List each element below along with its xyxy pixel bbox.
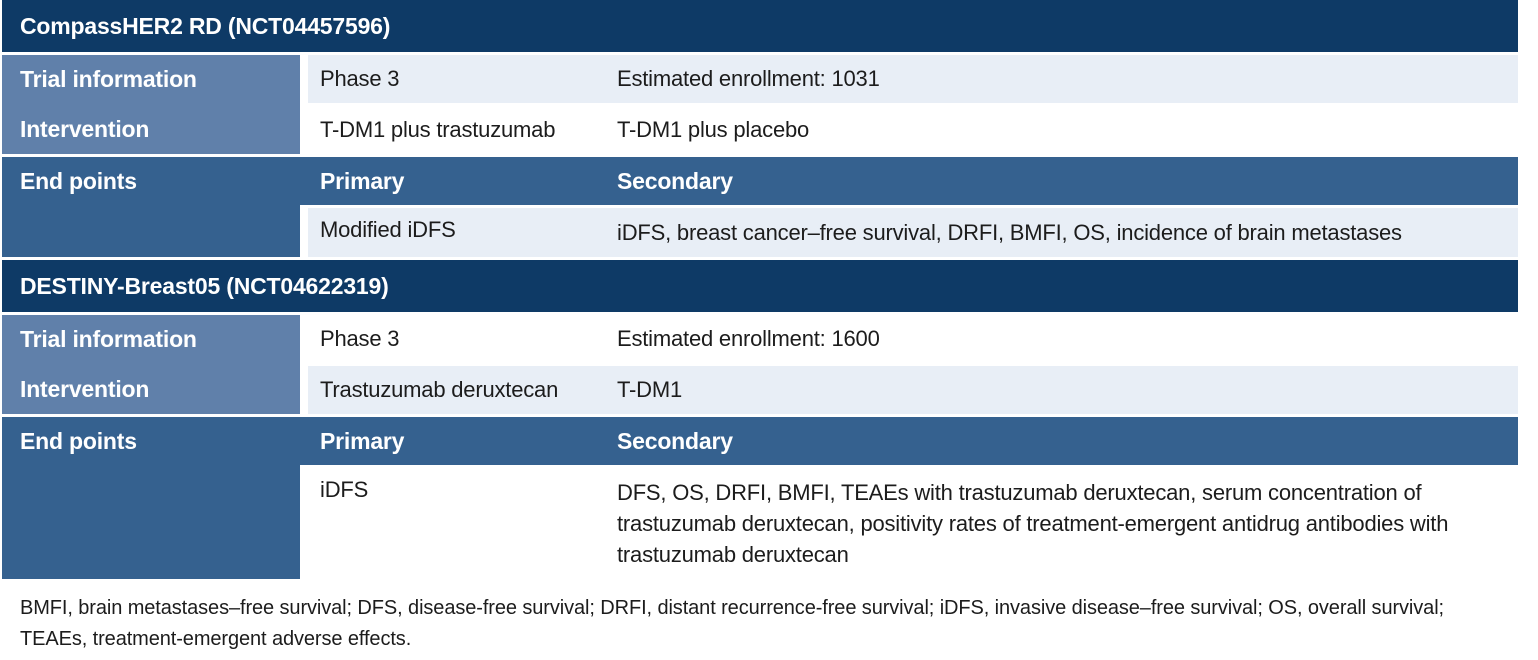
primary-endpoint-cell: iDFS xyxy=(320,477,369,502)
secondary-header: Secondary xyxy=(617,427,733,454)
intervention-arm1-cell: T-DM1 plus trastuzumab xyxy=(320,117,556,142)
endpoints-data-row: iDFS DFS, OS, DRFI, BMFI, TEAEs with tra… xyxy=(308,468,1518,579)
endpoints-body: iDFS DFS, OS, DRFI, BMFI, TEAEs with tra… xyxy=(300,465,1518,579)
clinical-trials-table: CompassHER2 RD (NCT04457596) Trial infor… xyxy=(2,0,1518,579)
endpoints-data-row: Modified iDFS iDFS, breast cancer–free s… xyxy=(308,208,1518,257)
phase-cell: Phase 3 xyxy=(320,66,400,91)
content-column: Phase 3 Estimated enrollment: 1600 Trast… xyxy=(308,315,1518,414)
secondary-endpoint-cell: iDFS, breast cancer–free survival, DRFI,… xyxy=(617,220,1402,245)
intervention-arm1-cell: Trastuzumab deruxtecan xyxy=(320,377,559,402)
endpoints-header-row: End points Primary Secondary xyxy=(2,417,1518,465)
trial-info-group: Trial information Intervention Phase 3 E… xyxy=(2,55,1518,154)
content-column: Phase 3 Estimated enrollment: 1031 T-DM1… xyxy=(308,55,1518,154)
enrollment-cell: Estimated enrollment: 1031 xyxy=(617,66,880,91)
endpoints-group: End points Primary Secondary iDFS DFS, O… xyxy=(2,417,1518,579)
section-title-compassher2: CompassHER2 RD (NCT04457596) xyxy=(2,0,1518,52)
endpoints-body: Modified iDFS iDFS, breast cancer–free s… xyxy=(300,205,1518,257)
abbreviations-footnote: BMFI, brain metastases–free survival; DF… xyxy=(20,597,1444,650)
intervention-arm2-cell: T-DM1 plus placebo xyxy=(617,117,810,142)
section-title-destiny-breast05: DESTINY-Breast05 (NCT04622319) xyxy=(2,260,1518,312)
endpoints-group: End points Primary Secondary Modified iD… xyxy=(2,157,1518,257)
row-label-intervention: Intervention xyxy=(20,375,150,402)
trial-information-row: Phase 3 Estimated enrollment: 1600 xyxy=(308,315,1518,363)
row-label-intervention: Intervention xyxy=(20,115,150,142)
row-label-end-points: End points xyxy=(20,427,137,454)
row-label-trial-information: Trial information xyxy=(20,326,197,353)
row-label-trial-information: Trial information xyxy=(20,66,197,93)
intervention-row: Trastuzumab deruxtecan T-DM1 xyxy=(308,366,1518,414)
primary-endpoint-cell: Modified iDFS xyxy=(320,217,456,242)
secondary-endpoint-cell: DFS, OS, DRFI, BMFI, TEAEs with trastuzu… xyxy=(617,480,1449,567)
primary-header: Primary xyxy=(320,167,405,194)
row-label-end-points: End points xyxy=(20,167,137,194)
enrollment-cell: Estimated enrollment: 1600 xyxy=(617,326,880,351)
column-gap xyxy=(300,55,308,154)
secondary-header: Secondary xyxy=(617,167,733,194)
endpoints-header-row: End points Primary Secondary xyxy=(2,157,1518,205)
trial-info-group: Trial information Intervention Phase 3 E… xyxy=(2,315,1518,414)
intervention-arm2-cell: T-DM1 xyxy=(617,377,683,402)
row-label-column: Trial information Intervention xyxy=(2,315,300,414)
row-label-column: Trial information Intervention xyxy=(2,55,300,154)
intervention-row: T-DM1 plus trastuzumab T-DM1 plus placeb… xyxy=(308,106,1518,154)
trial-information-row: Phase 3 Estimated enrollment: 1031 xyxy=(308,55,1518,103)
primary-header: Primary xyxy=(320,427,405,454)
column-gap xyxy=(300,315,308,414)
phase-cell: Phase 3 xyxy=(320,326,400,351)
